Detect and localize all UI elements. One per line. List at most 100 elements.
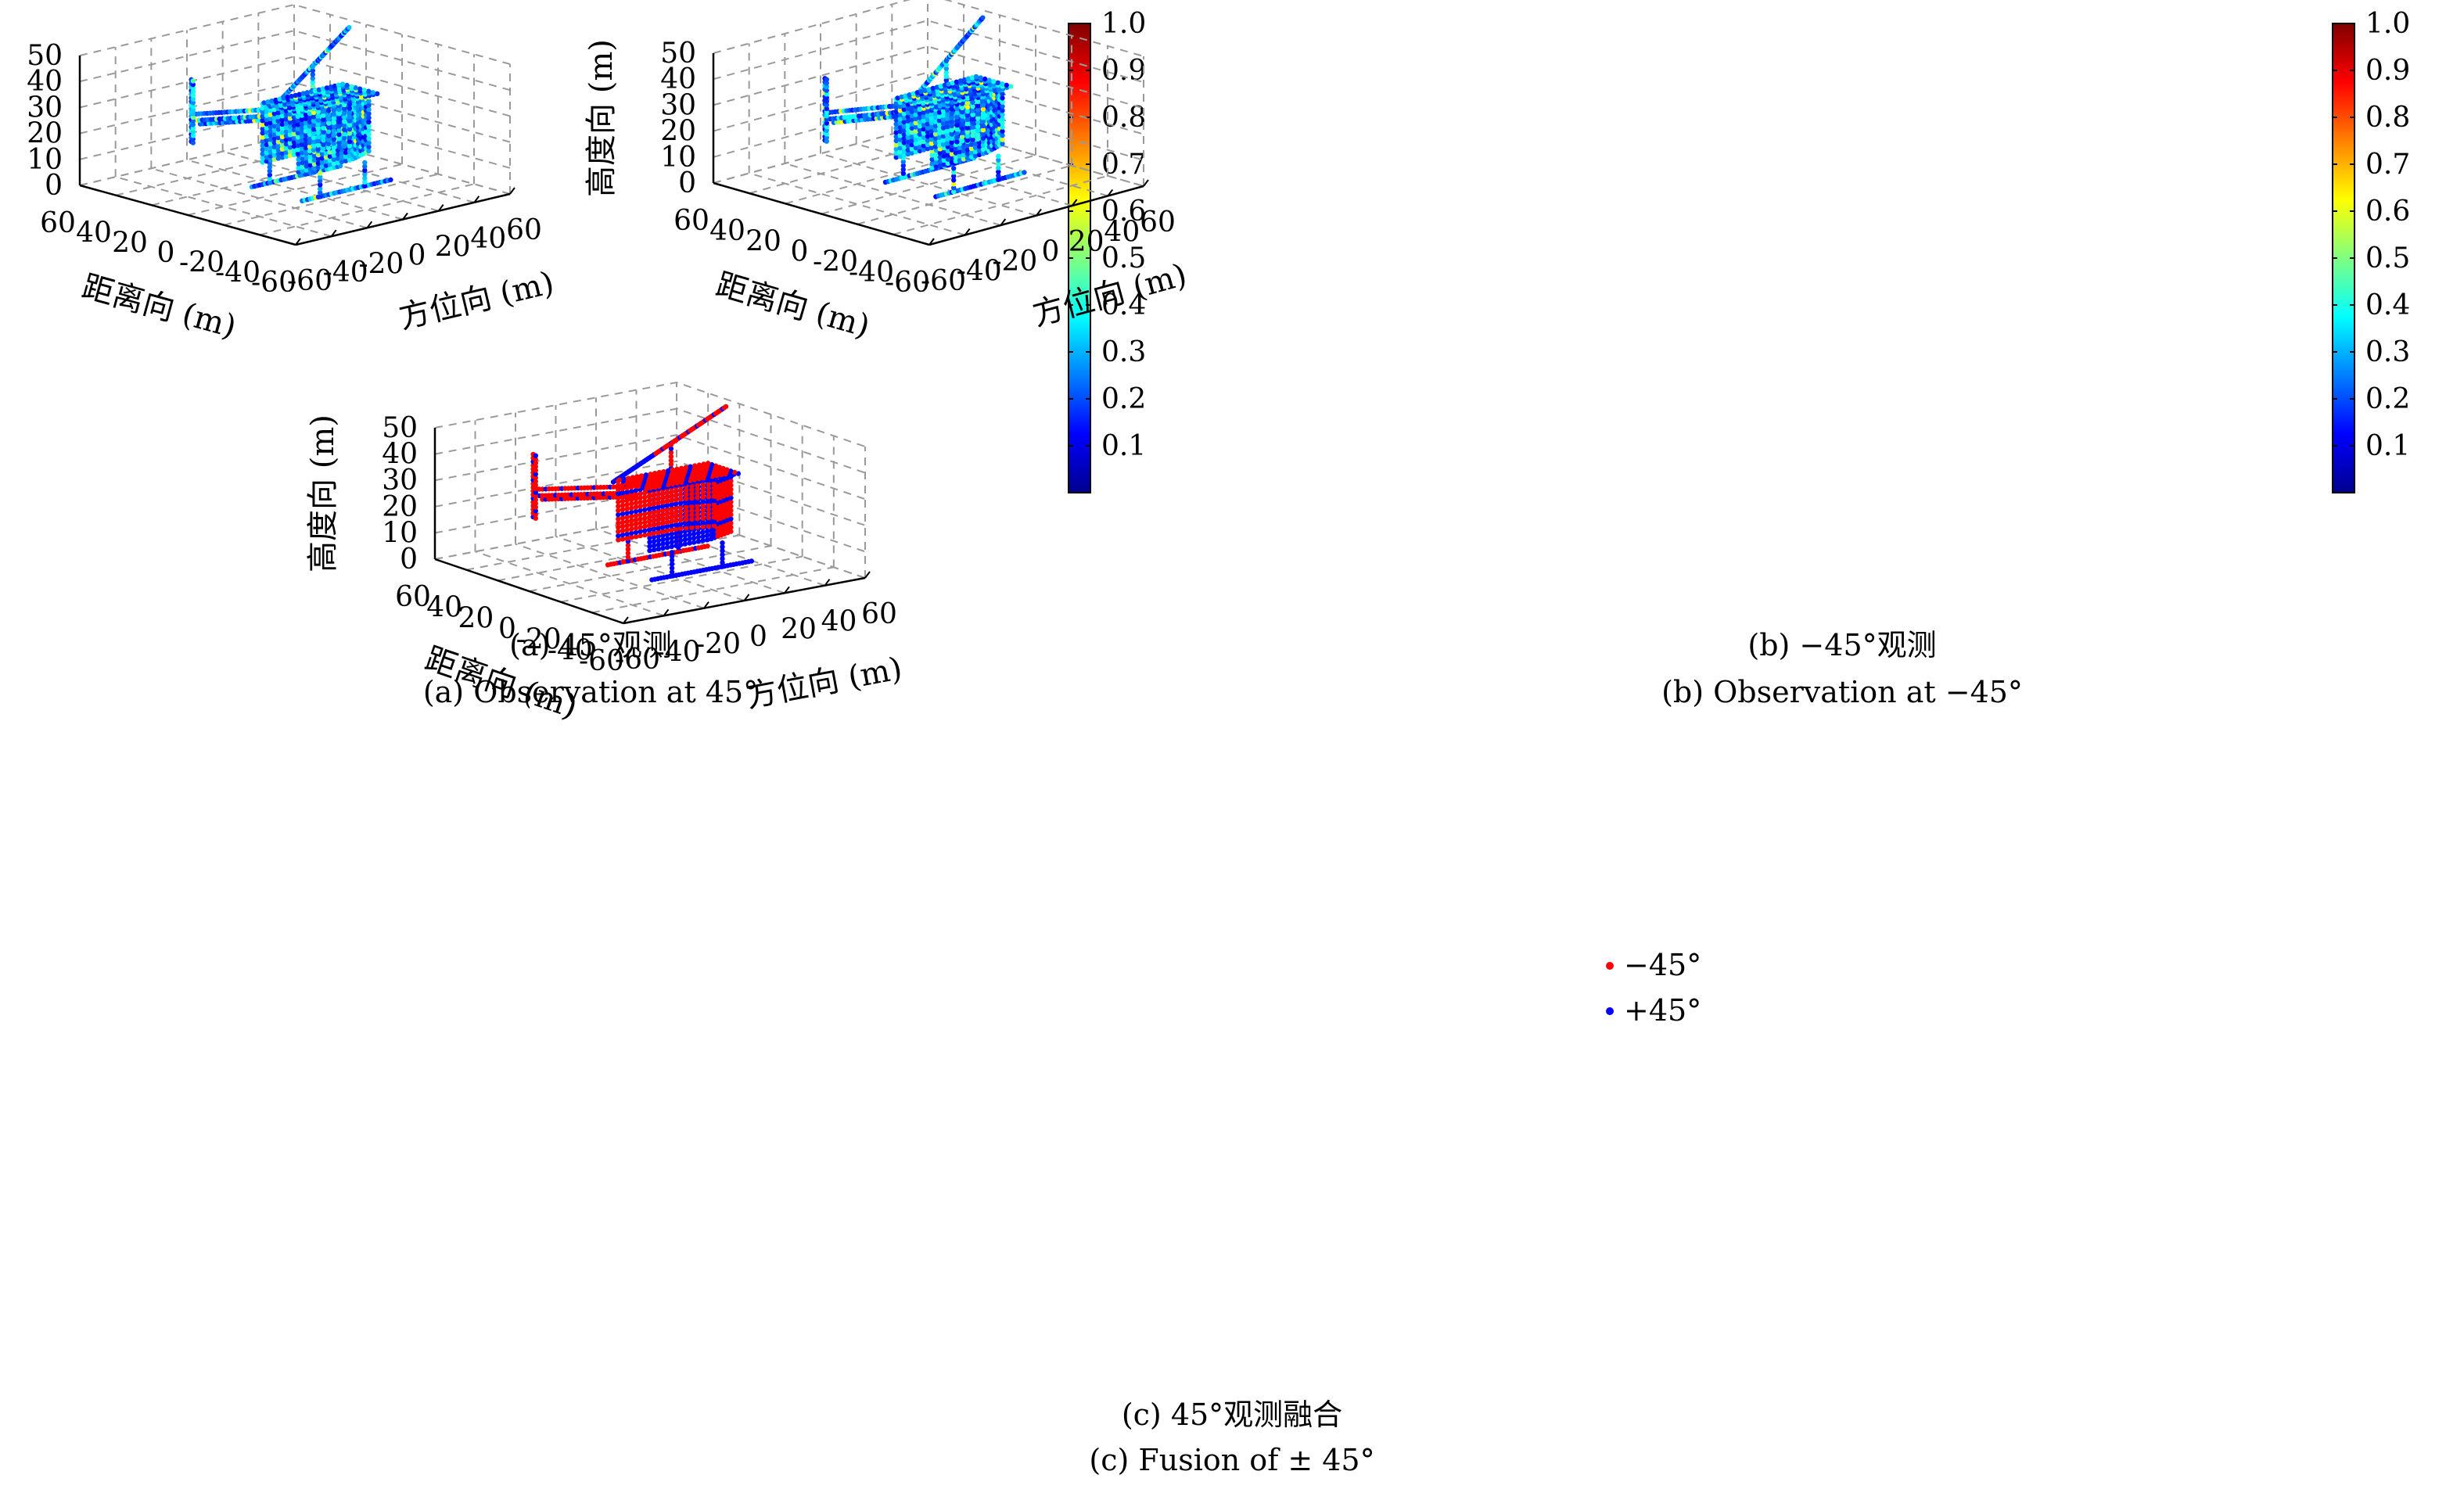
- point: [260, 109, 265, 115]
- point: [824, 127, 830, 133]
- point: [976, 148, 982, 153]
- point: [289, 93, 294, 99]
- point: [953, 146, 959, 152]
- point-plus45: [647, 540, 652, 545]
- point: [921, 138, 927, 145]
- x-axis-label: 方位向 (m): [743, 651, 905, 715]
- point-minus45: [695, 495, 700, 501]
- y-tick-label: -40: [215, 257, 260, 289]
- point: [275, 127, 281, 132]
- point: [980, 98, 986, 104]
- point: [370, 90, 375, 95]
- floor-grid-line: [475, 551, 664, 617]
- point: [325, 108, 332, 113]
- point: [824, 131, 830, 137]
- point: [964, 138, 971, 143]
- wall-grid-line: [79, 81, 511, 143]
- point-minus45: [673, 526, 679, 532]
- point-plus45: [625, 558, 631, 564]
- point: [1000, 116, 1005, 122]
- x-tick-label: 60: [1140, 206, 1176, 239]
- point-minus45: [616, 508, 621, 513]
- point: [271, 127, 277, 133]
- point-minus45: [620, 528, 626, 533]
- point: [928, 141, 935, 146]
- point-minus45: [625, 554, 631, 560]
- point: [824, 95, 830, 101]
- floor-grid-line: [893, 174, 1108, 235]
- y-tick-label: -40: [849, 257, 894, 289]
- point: [307, 111, 313, 117]
- colorbar-tick-label: 0.9: [2365, 55, 2410, 87]
- point-minus45: [624, 536, 630, 541]
- point: [190, 118, 196, 124]
- point: [264, 146, 269, 152]
- point-plus45: [660, 537, 666, 543]
- point: [901, 149, 907, 154]
- point: [331, 141, 336, 146]
- point: [287, 149, 293, 154]
- point: [303, 116, 309, 121]
- point: [331, 152, 337, 158]
- point: [901, 119, 907, 125]
- point: [190, 111, 196, 117]
- point-minus45: [639, 473, 645, 479]
- point: [940, 113, 946, 118]
- colorbar-tick-label: 0.3: [1101, 336, 1146, 368]
- point-minus45: [659, 500, 666, 505]
- point: [318, 170, 323, 176]
- point: [933, 160, 939, 165]
- point-minus45: [674, 466, 680, 472]
- point-minus45: [620, 536, 626, 542]
- point-plus45: [689, 521, 695, 526]
- point-plus45: [533, 490, 538, 495]
- x-tick-label: 40: [821, 606, 857, 638]
- point: [318, 194, 323, 199]
- point: [283, 129, 289, 135]
- point: [319, 160, 325, 165]
- point: [961, 77, 968, 83]
- point: [296, 169, 301, 175]
- point-minus45: [620, 503, 626, 508]
- colorbar-tick-label: 0.3: [2365, 336, 2410, 368]
- point: [1000, 128, 1005, 135]
- point-minus45: [706, 461, 711, 466]
- point-plus45: [687, 536, 692, 542]
- point: [949, 151, 955, 157]
- point: [315, 142, 321, 148]
- point: [995, 80, 1000, 86]
- point-plus45: [616, 491, 621, 497]
- point: [299, 129, 305, 135]
- point: [824, 138, 830, 144]
- point-minus45: [696, 462, 702, 468]
- point: [996, 173, 1001, 178]
- point: [824, 109, 830, 115]
- point: [893, 113, 899, 119]
- wall-grid-line: [713, 45, 1144, 109]
- point: [893, 142, 899, 148]
- point: [917, 123, 923, 129]
- point: [909, 134, 915, 139]
- point-minus45: [669, 490, 674, 495]
- point: [260, 118, 265, 124]
- x-tick: [366, 221, 373, 228]
- point: [267, 172, 272, 178]
- x-tick-label: 20: [1069, 226, 1104, 258]
- point: [279, 155, 286, 160]
- point: [296, 91, 302, 97]
- point: [366, 111, 372, 117]
- point: [318, 182, 323, 188]
- point-minus45: [695, 486, 700, 492]
- point-plus45: [624, 490, 630, 495]
- point: [190, 78, 196, 84]
- point: [366, 127, 372, 133]
- point: [321, 117, 326, 123]
- point: [824, 99, 830, 104]
- point-minus45: [630, 475, 636, 480]
- point: [950, 80, 956, 86]
- caption-b-cn: (b) −45°观测: [1747, 628, 1936, 662]
- point: [944, 132, 950, 138]
- point: [335, 160, 341, 166]
- point-minus45: [642, 515, 648, 521]
- point-minus45: [695, 516, 700, 522]
